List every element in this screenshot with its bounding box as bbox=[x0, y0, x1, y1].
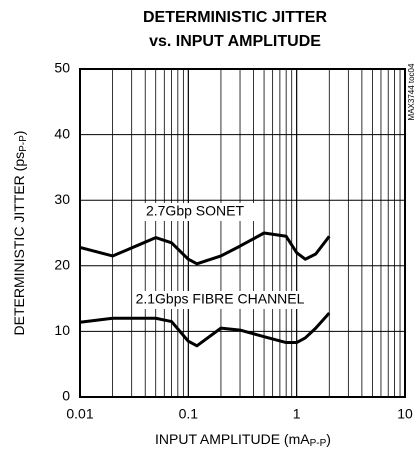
plot-frame bbox=[79, 68, 406, 398]
y-tick-label: 50 bbox=[54, 60, 70, 76]
x-axis-label: INPUT AMPLITUDE (mAP-P) bbox=[155, 431, 331, 449]
series-line bbox=[79, 231, 331, 266]
x-tick-label: 0.01 bbox=[66, 406, 93, 422]
y-tick-label: 0 bbox=[62, 388, 70, 404]
y-tick-label: 40 bbox=[54, 125, 70, 141]
y-label-sub: P-P bbox=[18, 135, 29, 152]
chart-title: vs. INPUT AMPLITUDE bbox=[149, 33, 321, 50]
watermark: MAX3744 toc04 bbox=[407, 63, 416, 120]
y-label-text: DETERMINISTIC JITTER (ps bbox=[11, 152, 27, 336]
label-bg bbox=[135, 291, 305, 309]
x-label-sub: P-P bbox=[310, 438, 327, 449]
y-tick-label: 10 bbox=[54, 322, 70, 338]
series-line bbox=[79, 312, 331, 348]
y-label-end: ) bbox=[11, 131, 27, 136]
chart-title: DETERMINISTIC JITTER bbox=[143, 9, 327, 26]
x-label-end: ) bbox=[326, 431, 331, 447]
x-tick-label: 0.1 bbox=[179, 406, 199, 422]
y-tick-label: 30 bbox=[54, 191, 70, 207]
x-tick-label: 1 bbox=[293, 406, 301, 422]
x-label-text: INPUT AMPLITUDE (mA bbox=[155, 431, 310, 447]
series-label: 2.7Gbp SONET bbox=[146, 203, 244, 219]
y-tick-label: 20 bbox=[54, 257, 70, 273]
x-tick-label: 10 bbox=[397, 406, 413, 422]
series-label: 2.1Gbps FIBRE CHANNEL bbox=[136, 291, 305, 307]
y-axis-label: DETERMINISTIC JITTER (psP-P) bbox=[11, 131, 29, 336]
label-bg bbox=[135, 203, 255, 221]
